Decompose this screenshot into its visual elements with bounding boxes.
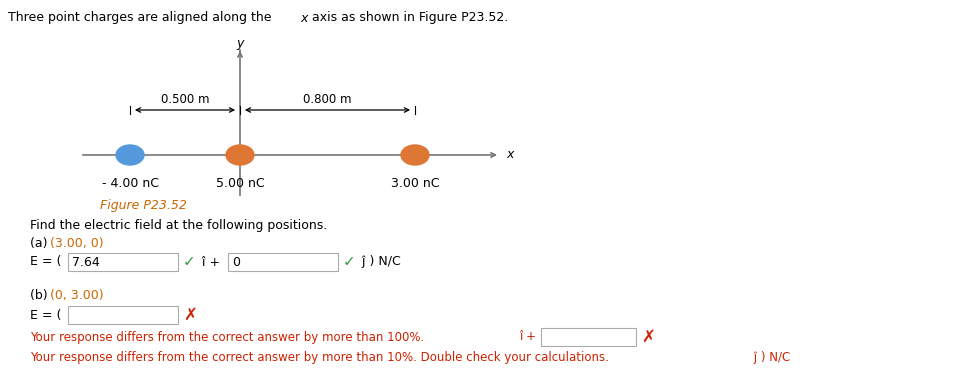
Text: (0, 3.00): (0, 3.00)	[50, 288, 103, 301]
Text: ✗: ✗	[183, 306, 197, 324]
Text: 5.00 nC: 5.00 nC	[216, 177, 264, 190]
Text: Your response differs from the correct answer by more than 100%.: Your response differs from the correct a…	[30, 331, 425, 344]
Text: axis as shown in Figure P23.52.: axis as shown in Figure P23.52.	[308, 12, 509, 25]
Text: x: x	[506, 149, 513, 162]
Text: î +: î +	[519, 331, 539, 344]
Text: 7.64: 7.64	[72, 255, 99, 268]
Ellipse shape	[226, 145, 254, 165]
Text: ĵ ) N/C: ĵ ) N/C	[358, 255, 400, 268]
FancyBboxPatch shape	[541, 328, 636, 346]
Text: (a): (a)	[30, 237, 51, 250]
Text: y: y	[236, 38, 244, 51]
Text: Three point charges are aligned along the: Three point charges are aligned along th…	[8, 12, 275, 25]
Text: (b): (b)	[30, 288, 51, 301]
Text: Figure P23.52: Figure P23.52	[100, 199, 187, 212]
Ellipse shape	[401, 145, 429, 165]
Text: 0.500 m: 0.500 m	[161, 93, 209, 106]
FancyBboxPatch shape	[68, 253, 178, 271]
FancyBboxPatch shape	[68, 306, 178, 324]
Text: x: x	[300, 12, 308, 25]
Text: ✓: ✓	[343, 255, 356, 270]
Text: 0.800 m: 0.800 m	[303, 93, 352, 106]
Text: ✓: ✓	[183, 255, 196, 270]
Text: Your response differs from the correct answer by more than 10%. Double check you: Your response differs from the correct a…	[30, 351, 609, 364]
Text: 3.00 nC: 3.00 nC	[391, 177, 439, 190]
FancyBboxPatch shape	[228, 253, 338, 271]
Text: - 4.00 nC: - 4.00 nC	[101, 177, 158, 190]
Text: E = (: E = (	[30, 255, 66, 268]
Text: 0: 0	[232, 255, 240, 268]
Text: ĵ ) N/C: ĵ ) N/C	[750, 351, 790, 364]
Ellipse shape	[116, 145, 144, 165]
Text: î +: î +	[198, 255, 224, 268]
Text: (3.00, 0): (3.00, 0)	[50, 237, 103, 250]
Text: ✗: ✗	[641, 328, 655, 346]
Text: E = (: E = (	[30, 308, 66, 321]
Text: Find the electric field at the following positions.: Find the electric field at the following…	[30, 218, 327, 232]
